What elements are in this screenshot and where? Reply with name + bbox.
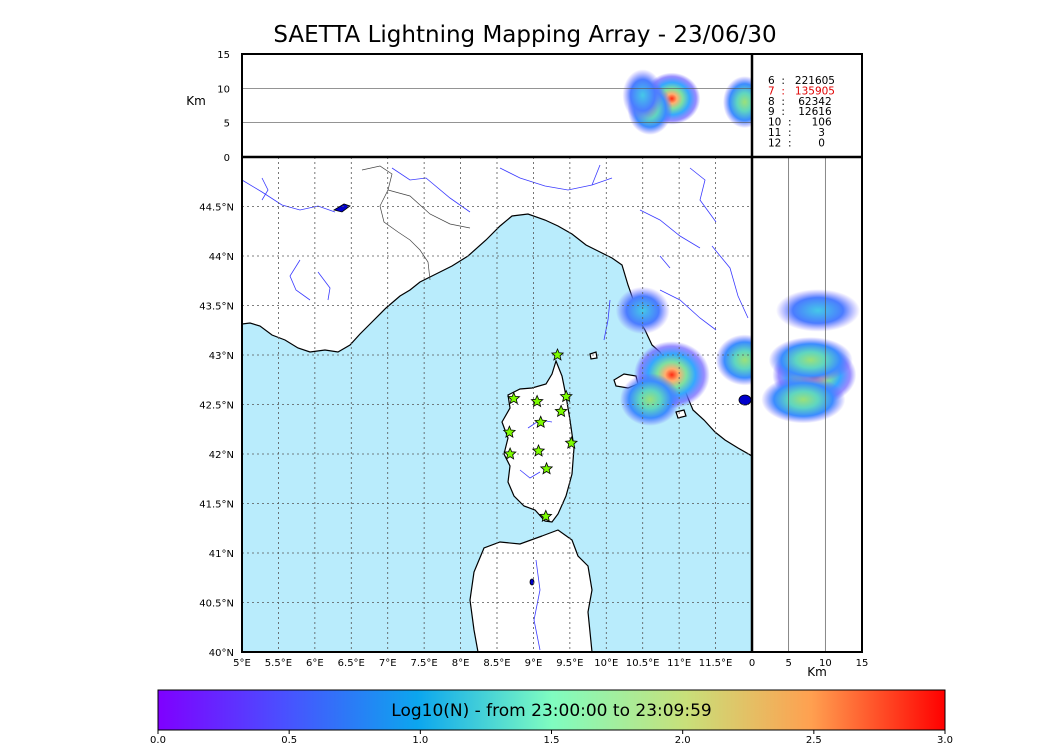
altitude-tick-label: 0 xyxy=(224,153,230,164)
chart-title: SAETTA Lightning Mapping Array - 23/06/3… xyxy=(273,22,777,48)
lake xyxy=(738,394,752,406)
lon-tick-label: 5°E xyxy=(233,658,251,669)
lat-tick-labels: 40°N 40.5°N 41°N 41.5°N 42°N 42.5°N 43°N 43.5°N… xyxy=(199,203,234,660)
colorbar-tick-label: 0.0 xyxy=(150,735,166,746)
side-tick-labels: 0 5 10 15 xyxy=(749,658,869,669)
colorbar-tick-label: 1.0 xyxy=(412,735,428,746)
lake xyxy=(529,578,535,586)
colorbar-tick-label: 3.0 xyxy=(937,735,953,746)
altitude-tick-label: 10 xyxy=(217,84,230,95)
altitude-axis-label: Km xyxy=(186,94,206,108)
altitude-tick-label: 5 xyxy=(224,119,230,130)
lon-tick-label: 8.5°E xyxy=(483,658,510,669)
station-star xyxy=(554,404,568,418)
lon-tick-label: 7.5°E xyxy=(411,658,438,669)
station-star xyxy=(502,425,517,438)
station-star xyxy=(530,394,544,408)
side-tick-label: 5 xyxy=(785,658,791,669)
map-activity xyxy=(615,286,752,426)
activity-cluster xyxy=(615,286,670,335)
corsica-island xyxy=(501,359,575,523)
lat-tick-label: 42.5°N xyxy=(199,401,234,412)
lon-tick-label: 8°E xyxy=(452,658,470,669)
station-star xyxy=(564,436,578,449)
colorbar-tick-label: 2.0 xyxy=(675,735,691,746)
colorbar-tick-label: 2.5 xyxy=(806,735,822,746)
side-tick-label: 10 xyxy=(819,658,832,669)
side-grid xyxy=(788,157,826,652)
top-activity xyxy=(622,69,752,135)
lat-tick-label: 43°N xyxy=(209,351,234,362)
panel-frames xyxy=(241,53,863,653)
rivers xyxy=(242,164,749,651)
lon-tick-label: 11.5°E xyxy=(699,658,733,669)
count-row: 11 : 3 xyxy=(768,127,825,139)
lat-tick-label: 42°N xyxy=(209,450,234,461)
count-row: 6 : 221605 xyxy=(768,75,835,87)
lat-tick-label: 43.5°N xyxy=(199,302,234,313)
colorbar-tick-label: 1.5 xyxy=(544,735,560,746)
altitude-lat-panel xyxy=(752,157,861,652)
activity-cluster-lat-alt xyxy=(761,375,846,424)
activity-cluster xyxy=(715,334,752,386)
lon-tick-label: 6°E xyxy=(306,658,324,669)
colorbar xyxy=(157,689,946,731)
lat-tick-label: 40.5°N xyxy=(199,599,234,610)
altitude-lon-panel xyxy=(242,54,752,157)
count-row: 8 : 62342 xyxy=(768,96,832,108)
lat-tick-label: 44.5°N xyxy=(199,203,234,214)
lon-tick-label: 10°E xyxy=(594,658,618,669)
activity-cluster xyxy=(620,373,680,426)
lon-tick-labels: 5°E 5.5°E 6°E 6.5°E 7°E 7.5°E 8°E 8.5°E 9°E 9.5°E… xyxy=(233,658,732,669)
station-star xyxy=(559,389,573,403)
lat-tick-label: 41°N xyxy=(209,549,234,560)
activity-cluster-lon-alt xyxy=(622,69,663,122)
small-island xyxy=(675,409,687,419)
altitude-tick-label: 15 xyxy=(217,50,230,61)
altitude-tick-labels: 0 5 10 15 xyxy=(217,50,230,164)
lat-tick-label: 41.5°N xyxy=(199,500,234,511)
side-tick-label: 15 xyxy=(856,658,869,669)
station-star xyxy=(507,391,521,405)
station-star xyxy=(539,461,554,475)
top-grid xyxy=(242,87,752,124)
count-row: 7 : 135905 xyxy=(768,85,835,97)
lat-tick-label: 44°N xyxy=(209,252,234,263)
station-star xyxy=(550,347,565,361)
side-activity xyxy=(761,289,860,424)
lon-tick-label: 9°E xyxy=(525,658,543,669)
colorbar-tick-label: 0.5 xyxy=(281,735,297,746)
count-row: 10 : 106 xyxy=(768,117,832,129)
count-row: 9 : 12616 xyxy=(768,106,832,118)
side-axis-label: Km xyxy=(807,665,827,679)
side-tick-label: 0 xyxy=(749,658,755,669)
station-star xyxy=(503,446,517,460)
lat-tick-label: 40°N xyxy=(209,648,234,659)
small-island xyxy=(589,351,598,360)
lon-tick-label: 11°E xyxy=(667,658,691,669)
sardinia-island xyxy=(469,529,593,652)
lon-tick-label: 9.5°E xyxy=(556,658,583,669)
country-borders xyxy=(361,165,471,281)
lon-tick-label: 7°E xyxy=(379,658,397,669)
lon-tick-label: 5.5°E xyxy=(265,658,292,669)
station-star xyxy=(539,509,553,523)
activity-cluster-lat-alt xyxy=(776,289,860,332)
count-row: 12 : 0 xyxy=(768,137,825,149)
activity-cluster-lon-alt xyxy=(722,76,752,129)
station-star xyxy=(531,443,546,457)
lake xyxy=(332,203,351,213)
colorbar-ticks: 0.0 0.5 1.0 1.5 2.0 2.5 3.0 xyxy=(150,730,953,746)
activity-cluster-lat-alt xyxy=(768,337,853,383)
lon-tick-label: 6.5°E xyxy=(338,658,365,669)
map-grid xyxy=(242,157,752,652)
station-star xyxy=(534,415,548,429)
stations xyxy=(502,347,578,523)
map-panel xyxy=(242,157,752,652)
lon-tick-label: 10.5°E xyxy=(626,658,660,669)
